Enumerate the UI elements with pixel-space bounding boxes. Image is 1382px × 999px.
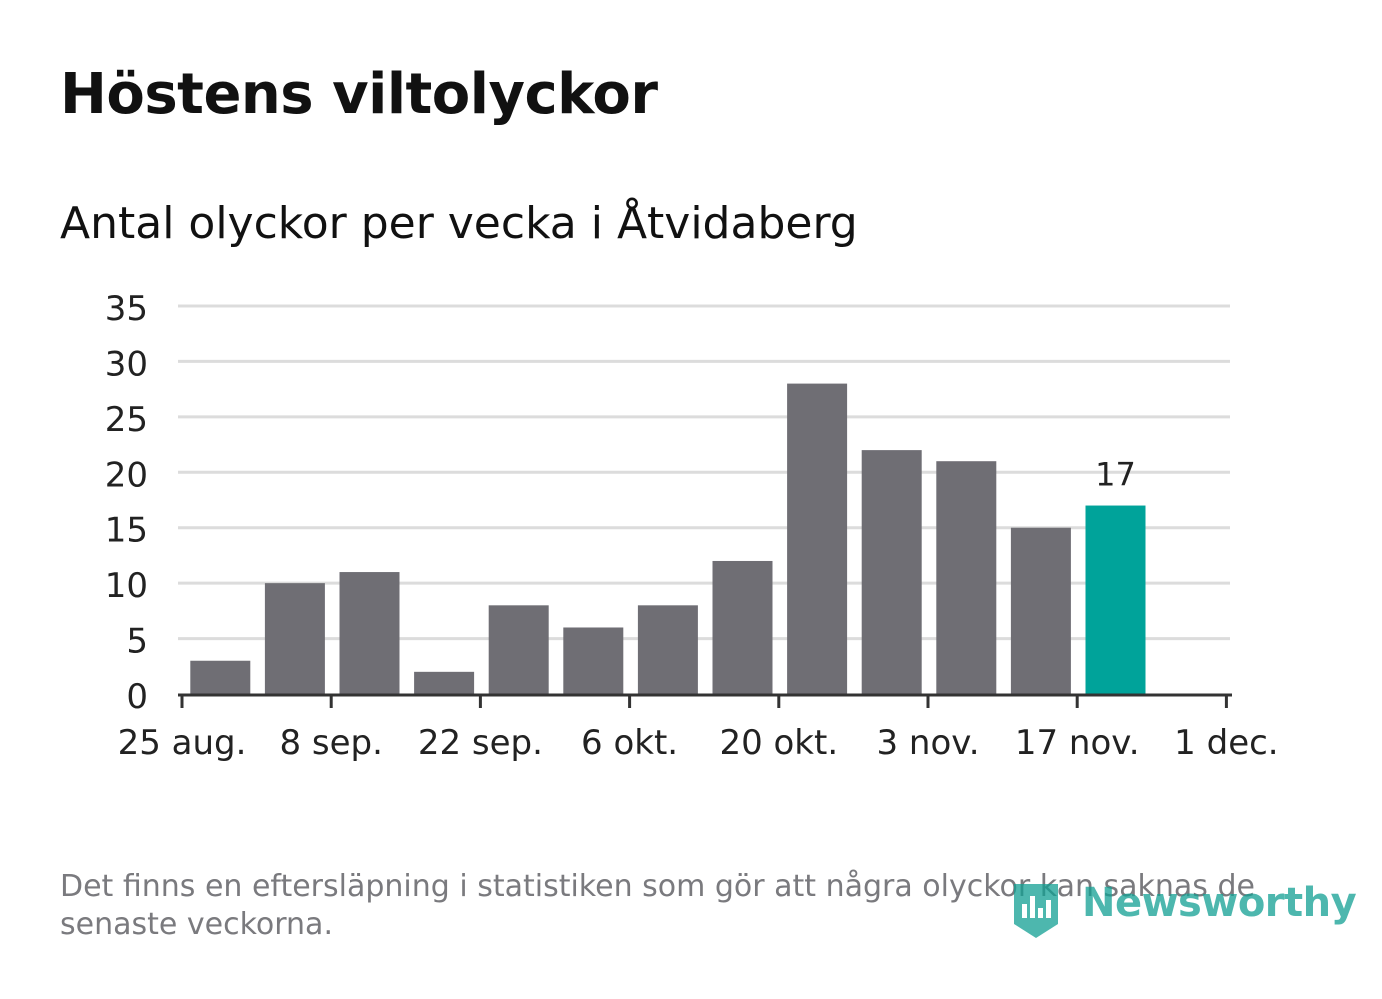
y-tick-label: 30 <box>105 344 148 384</box>
data-label: 17 <box>1095 456 1136 494</box>
bar <box>264 583 325 694</box>
y-axis-ticks: 0 5 10 15 20 25 30 35 <box>105 289 148 717</box>
y-tick-label: 15 <box>105 511 148 551</box>
newsworthy-logo: Newsworthy <box>1010 876 1357 948</box>
bar <box>861 450 922 694</box>
y-tick-label: 0 <box>126 677 148 717</box>
y-tick-label: 35 <box>105 289 148 329</box>
bar <box>936 461 997 694</box>
x-tick-label: 17 nov. <box>1015 723 1140 763</box>
bar <box>637 605 698 694</box>
bar-highlighted <box>1085 505 1146 694</box>
x-tick-label: 3 nov. <box>876 723 979 763</box>
x-tick-label: 25 aug. <box>118 723 247 763</box>
bar <box>563 627 624 694</box>
x-axis-ticks: 25 aug. 8 sep. 22 sep. 6 okt. 20 okt. 3 nov. 1… <box>118 694 1279 763</box>
gridlines <box>178 304 1230 641</box>
y-tick-label: 5 <box>126 622 148 662</box>
data-labels: 17 <box>1095 456 1136 494</box>
bar <box>712 560 773 694</box>
bar <box>339 572 400 694</box>
chart-title: Höstens viltolyckor <box>60 62 658 127</box>
bar <box>190 660 251 694</box>
x-tick-label: 6 okt. <box>581 723 678 763</box>
y-tick-label: 25 <box>105 400 148 440</box>
x-tick-label: 1 dec. <box>1174 723 1278 763</box>
bar <box>787 383 848 694</box>
chart-subtitle: Antal olyckor per vecka i Åtvidaberg <box>60 198 858 249</box>
bars <box>190 383 1146 694</box>
x-tick-label: 20 okt. <box>719 723 838 763</box>
brand-name: Newsworthy <box>1082 880 1357 926</box>
bar <box>1010 527 1071 694</box>
newsworthy-logo-icon <box>1014 884 1058 938</box>
bar <box>414 671 475 694</box>
bar-chart: 0 5 10 15 20 25 30 35 17 25 aug. 8 sep. 22 sep. 6 … <box>105 289 1279 763</box>
bar <box>488 605 549 694</box>
y-tick-label: 20 <box>105 455 148 495</box>
y-tick-label: 10 <box>105 566 148 606</box>
x-tick-label: 8 sep. <box>279 723 382 763</box>
x-tick-label: 22 sep. <box>418 723 543 763</box>
